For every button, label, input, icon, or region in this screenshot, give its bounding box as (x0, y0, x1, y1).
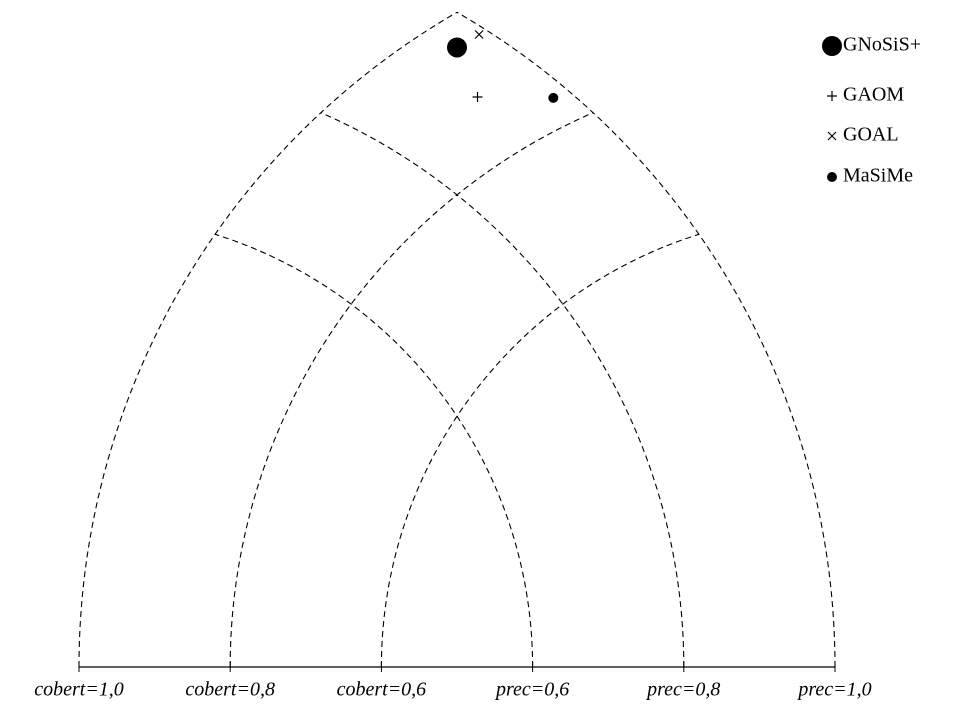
legend-marker (827, 172, 837, 182)
data-point (474, 30, 484, 39)
legend-label: GNoSiS+ (843, 34, 921, 56)
precision-arc (320, 112, 685, 668)
tick-label: prec=1,0 (796, 679, 871, 701)
precision-arc (214, 233, 534, 668)
precision-arc (456, 11, 836, 668)
tick-label: cobert=1,0 (34, 679, 124, 701)
legend-label: GOAL (843, 124, 899, 146)
data-point (447, 37, 467, 58)
tick-label: cobert=0,6 (337, 679, 427, 701)
tick-label: prec=0,6 (494, 679, 569, 701)
data-point (548, 92, 559, 103)
legend-marker (827, 131, 837, 141)
recall-arc (380, 233, 700, 668)
tick-label: cobert=0,8 (185, 679, 275, 701)
recall-arc (229, 112, 594, 668)
legend-marker (827, 91, 837, 101)
tick-label: prec=0,8 (645, 679, 720, 701)
legend-label: GAOM (843, 84, 904, 106)
data-point (472, 91, 483, 102)
legend-marker (822, 36, 842, 56)
legend-label: MaSiMe (843, 165, 913, 187)
recall-arc (78, 11, 458, 668)
